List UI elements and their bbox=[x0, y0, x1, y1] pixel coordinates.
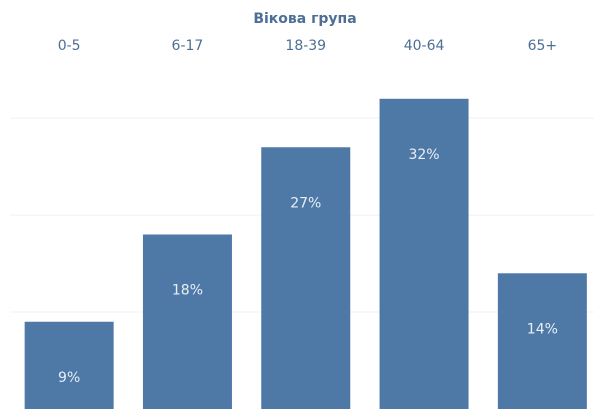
bar bbox=[497, 273, 587, 409]
value-label: 14% bbox=[527, 321, 558, 337]
value-label: 9% bbox=[58, 370, 80, 386]
x-tick-label: 40-64 bbox=[404, 38, 445, 54]
bar bbox=[24, 321, 114, 409]
x-tick-label: 0-5 bbox=[58, 38, 81, 54]
value-label: 32% bbox=[408, 147, 439, 163]
bar bbox=[142, 234, 232, 409]
x-tick-label: 6-17 bbox=[172, 38, 204, 54]
chart-title: Вікова група bbox=[253, 11, 356, 27]
value-label: 18% bbox=[172, 283, 203, 299]
x-tick-label: 65+ bbox=[528, 38, 558, 54]
bar bbox=[261, 147, 351, 409]
x-tick-label: 18-39 bbox=[285, 38, 326, 54]
bar bbox=[379, 98, 469, 409]
value-label: 27% bbox=[290, 195, 321, 211]
